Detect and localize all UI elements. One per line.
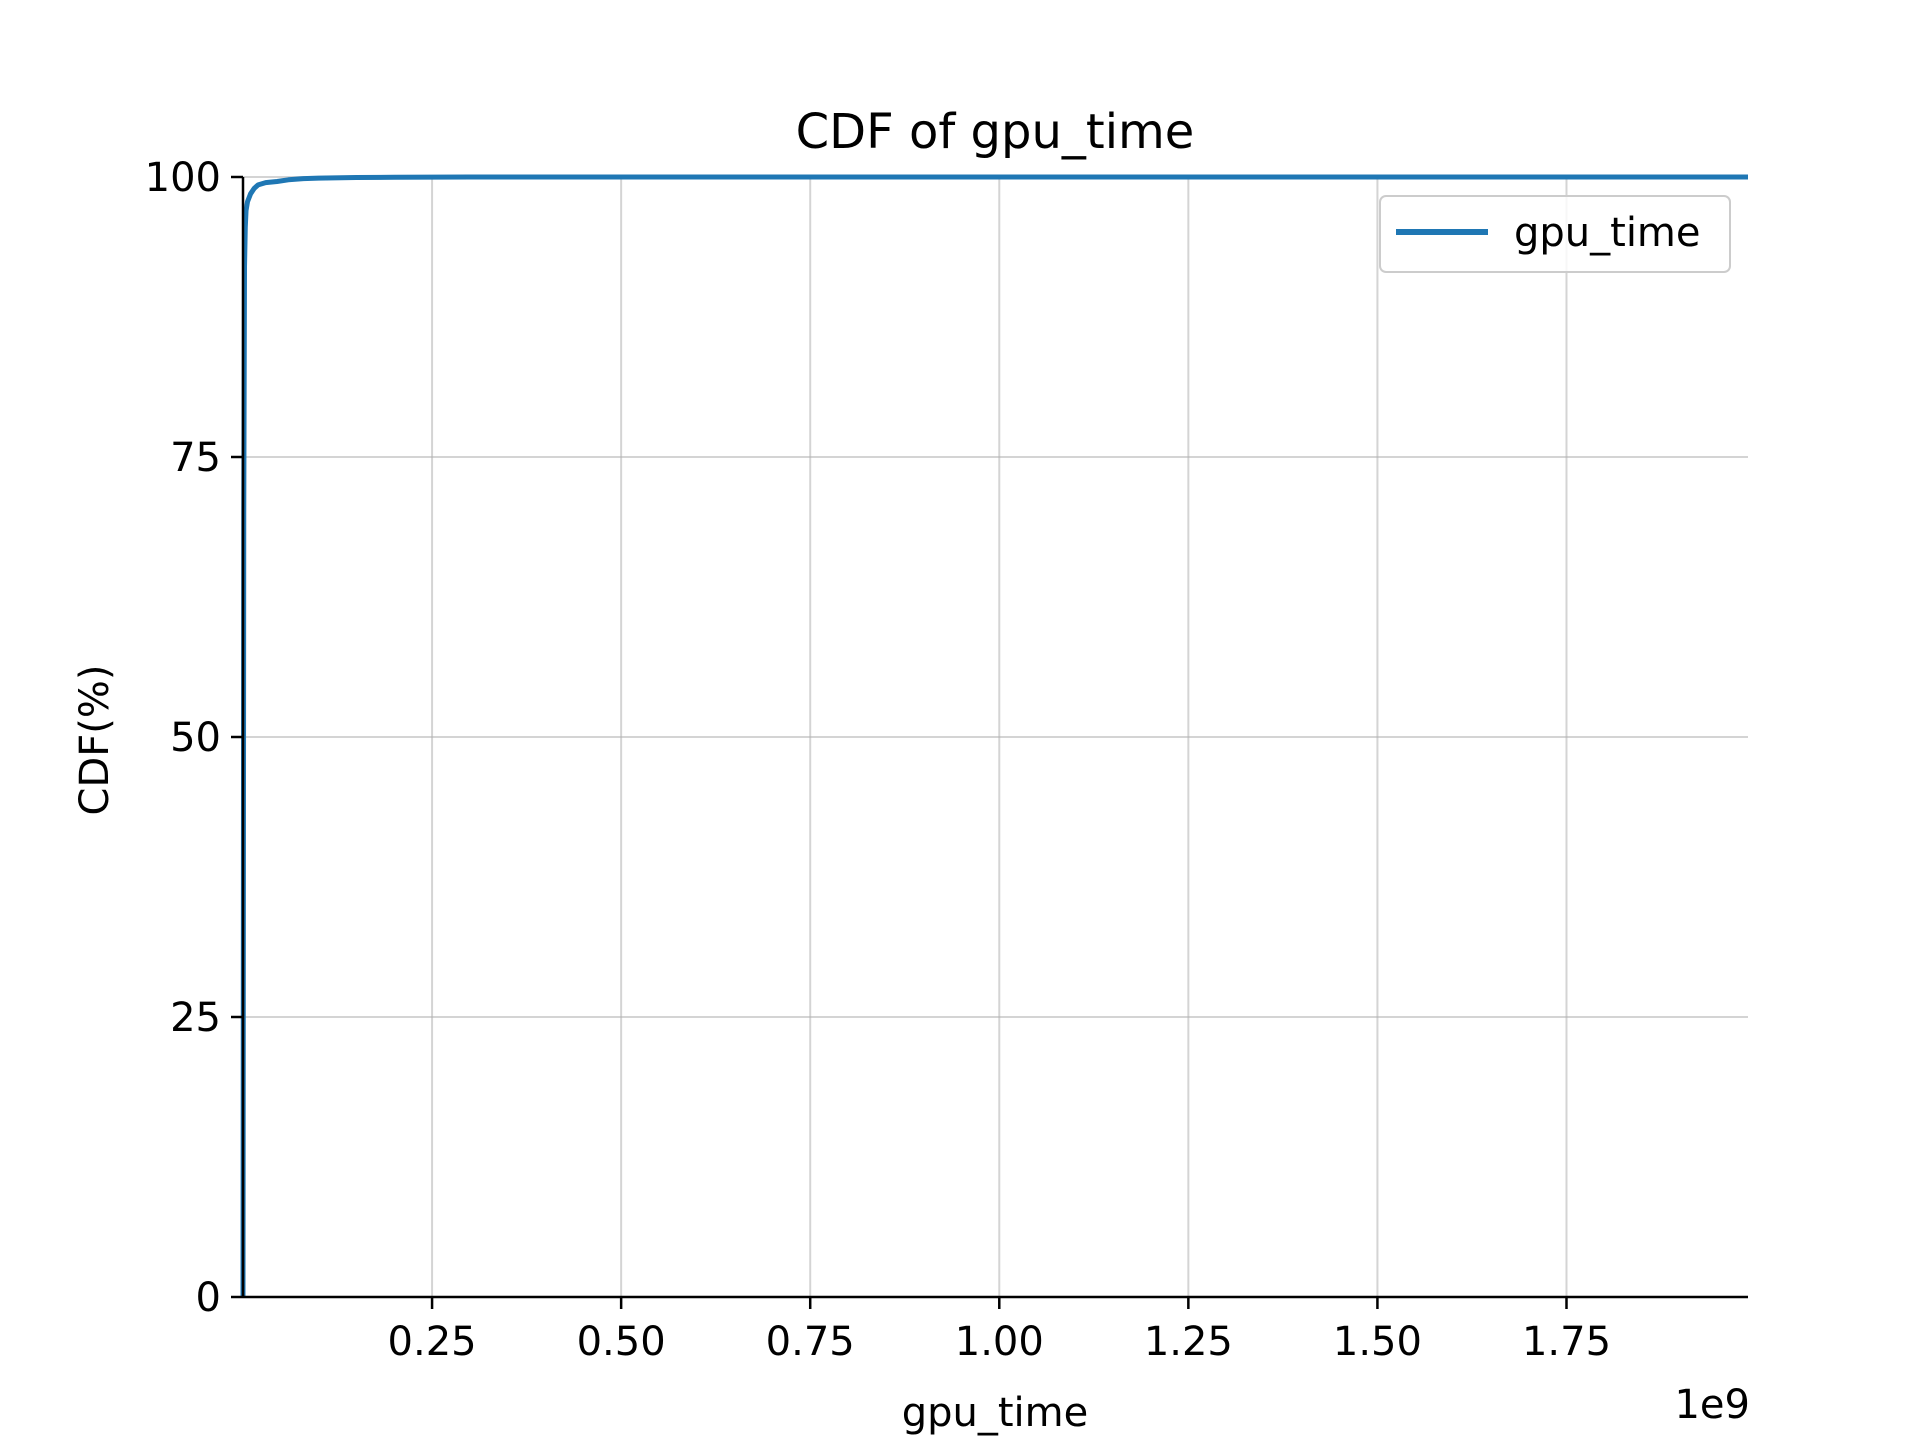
x-axis-label: gpu_time xyxy=(902,1390,1089,1436)
x-tick-label: 0.25 xyxy=(388,1319,477,1365)
legend: gpu_time xyxy=(1379,195,1731,273)
y-tick-label: 0 xyxy=(196,1275,221,1321)
y-tick-label: 25 xyxy=(170,995,221,1041)
legend-box xyxy=(1379,195,1731,273)
y-tick-label: 75 xyxy=(170,435,221,481)
series-layer xyxy=(240,174,1748,1298)
y-axis-label: CDF(%) xyxy=(72,665,118,816)
x-tick-label: 1.00 xyxy=(955,1319,1044,1365)
series-line-gpu_time xyxy=(240,174,1748,1298)
x-tick-label: 0.75 xyxy=(766,1319,855,1365)
x-tick-label: 0.50 xyxy=(577,1319,666,1365)
x-tick-label: 1.50 xyxy=(1333,1319,1422,1365)
tick-marks: 0.25 0.50 0.75 1.00 1.25 1.50 1.75 0 25 50 75 100 xyxy=(145,155,1611,1365)
y-tick-label: 50 xyxy=(170,715,221,761)
x-axis-scale-label: 1e9 xyxy=(1674,1382,1750,1428)
legend-label: gpu_time xyxy=(1514,210,1701,256)
y-tick-label: 100 xyxy=(145,155,221,201)
chart-title: CDF of gpu_time xyxy=(796,104,1195,160)
x-tick-label: 1.75 xyxy=(1522,1319,1611,1365)
x-tick-label: 1.25 xyxy=(1144,1319,1233,1365)
